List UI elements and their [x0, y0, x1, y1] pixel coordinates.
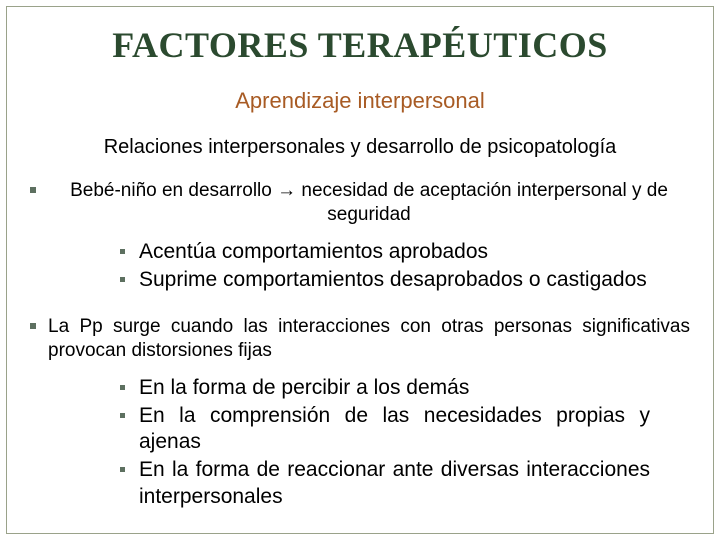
list-item-text: En la forma de reaccionar ante diversas …: [139, 457, 650, 510]
slide: FACTORES TERAPÉUTICOS Aprendizaje interp…: [0, 0, 720, 540]
list-item: Bebé-niño en desarrollo → necesidad de a…: [30, 179, 690, 227]
list-item: Suprime comportamientos desaprobados o c…: [120, 267, 690, 293]
sub-list: Acentúa comportamientos aprobados Suprim…: [120, 239, 690, 294]
list-item: Acentúa comportamientos aprobados: [120, 239, 690, 265]
list-item-text: Acentúa comportamientos aprobados: [139, 239, 488, 265]
section-heading: Relaciones interpersonales y desarrollo …: [38, 136, 682, 159]
list-item: En la forma de percibir a los demás: [120, 375, 650, 401]
bullet-icon: [120, 249, 125, 254]
sub-list: En la forma de percibir a los demás En l…: [120, 375, 690, 510]
bullet-icon: [30, 187, 36, 193]
list-item-text: Bebé-niño en desarrollo → necesidad de a…: [48, 179, 690, 227]
list-item-text: En la forma de percibir a los demás: [139, 375, 650, 401]
list-item: La Pp surge cuando las interacciones con…: [30, 315, 690, 363]
list-item-text: En la comprensión de las necesidades pro…: [139, 403, 650, 456]
page-title: FACTORES TERAPÉUTICOS: [30, 24, 690, 66]
bullet-icon: [120, 413, 125, 418]
list-item: En la comprensión de las necesidades pro…: [120, 403, 650, 456]
bullet-icon: [30, 323, 36, 329]
list-item-text: Suprime comportamientos desaprobados o c…: [139, 267, 647, 293]
subtitle: Aprendizaje interpersonal: [30, 88, 690, 114]
bullet-icon: [120, 467, 125, 472]
list-item: En la forma de reaccionar ante diversas …: [120, 457, 650, 510]
list-item-text: La Pp surge cuando las interacciones con…: [48, 315, 690, 363]
bullet-icon: [120, 277, 125, 282]
bullet-icon: [120, 385, 125, 390]
